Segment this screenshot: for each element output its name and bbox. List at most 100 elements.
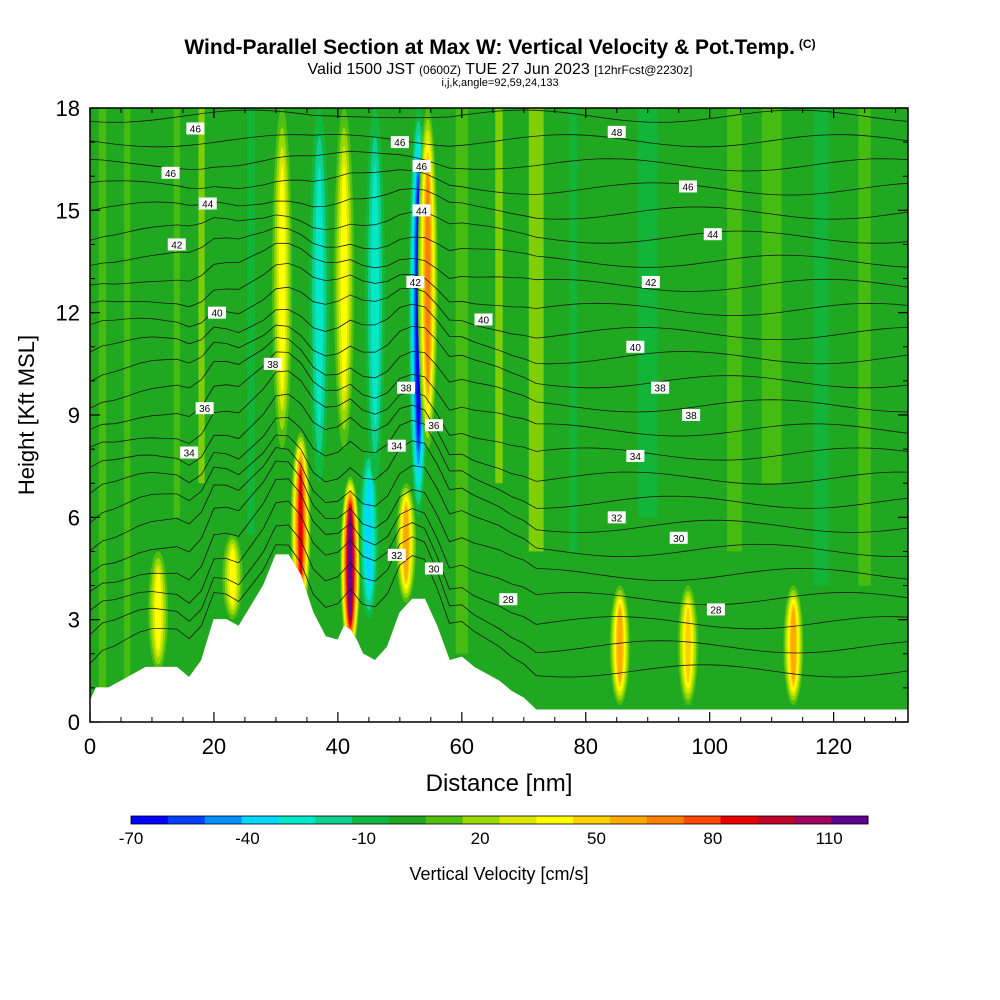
contour-label: 46 xyxy=(186,122,205,135)
contour-label: 42 xyxy=(641,275,660,289)
svg-text:44: 44 xyxy=(202,200,214,211)
contour-label: 28 xyxy=(706,603,725,616)
contour-label: 46 xyxy=(390,136,409,149)
contour-label: 40 xyxy=(474,313,493,326)
colorbar-swatch xyxy=(167,816,206,824)
contour-label: 38 xyxy=(651,381,670,395)
colorbar-label: Vertical Velocity [cm/s] xyxy=(409,864,588,884)
svg-text:48: 48 xyxy=(611,128,623,139)
svg-text:40: 40 xyxy=(630,343,642,354)
vv-band xyxy=(247,108,255,535)
vv-band xyxy=(455,108,469,654)
y-tick-label: 15 xyxy=(56,198,80,223)
colorbar-swatch xyxy=(757,816,795,824)
colorbar-swatch xyxy=(204,816,243,824)
colorbar-tick-label: 50 xyxy=(587,829,606,848)
page-title: Wind-Parallel Section at Max W: Vertical… xyxy=(0,36,1000,60)
svg-text:46: 46 xyxy=(190,124,202,135)
svg-text:36: 36 xyxy=(199,404,211,415)
colorbar-swatch xyxy=(241,816,279,824)
vv-core xyxy=(222,534,243,620)
vv-core xyxy=(272,108,293,450)
contour-label: 46 xyxy=(412,159,431,173)
contour-label: 44 xyxy=(703,228,722,241)
contour-label: 32 xyxy=(607,511,626,524)
y-tick-label: 0 xyxy=(68,710,80,735)
contour-label: 34 xyxy=(626,449,645,463)
svg-text:40: 40 xyxy=(478,315,490,326)
svg-text:30: 30 xyxy=(673,534,685,545)
svg-text:32: 32 xyxy=(611,513,623,524)
svg-text:30: 30 xyxy=(428,565,440,576)
colorbar-swatch xyxy=(352,816,390,824)
vv-core xyxy=(678,585,699,705)
contour-label: 40 xyxy=(208,306,227,320)
vv-band xyxy=(637,108,658,518)
grid-params: i,j,k,angle=92,59,24,133 xyxy=(441,77,559,89)
colorbar-swatch xyxy=(388,816,427,824)
colorbar-swatch xyxy=(610,816,648,824)
vv-core xyxy=(358,449,379,620)
svg-text:28: 28 xyxy=(503,595,515,606)
contour-label: 36 xyxy=(195,402,214,415)
x-tick-label: 120 xyxy=(815,734,852,759)
vv-band xyxy=(495,108,503,484)
contour-label: 30 xyxy=(669,531,688,545)
svg-text:32: 32 xyxy=(391,551,403,562)
vv-core xyxy=(783,585,804,705)
contour-label: 28 xyxy=(499,593,518,606)
contour-label: 38 xyxy=(263,357,282,371)
svg-text:46: 46 xyxy=(416,162,428,173)
svg-text:46: 46 xyxy=(682,182,694,193)
colorbar-swatch xyxy=(831,816,869,824)
contour-label: 42 xyxy=(167,238,186,251)
svg-text:38: 38 xyxy=(267,360,279,371)
valid-date: TUE 27 Jun 2023 xyxy=(465,61,590,78)
vv-core xyxy=(609,585,630,705)
contour-label: 44 xyxy=(198,197,217,211)
svg-text:46: 46 xyxy=(394,138,406,149)
svg-text:34: 34 xyxy=(391,442,403,453)
svg-text:46: 46 xyxy=(165,169,177,180)
x-axis-label: Distance [nm] xyxy=(426,770,573,797)
contour-label: 36 xyxy=(424,419,443,432)
y-tick-label: 12 xyxy=(56,301,80,326)
svg-text:42: 42 xyxy=(171,240,183,251)
valid-utc: (0600Z) xyxy=(419,63,462,77)
y-tick-label: 6 xyxy=(68,505,80,530)
valid-prefix: Valid 1500 JST xyxy=(307,61,415,78)
colorbar-swatch xyxy=(683,816,722,824)
colorbar-swatch xyxy=(278,816,316,824)
svg-text:44: 44 xyxy=(707,230,719,241)
contour-label: 48 xyxy=(607,125,626,139)
x-tick-label: 100 xyxy=(691,734,728,759)
contour-label: 30 xyxy=(424,562,443,576)
y-tick-label: 18 xyxy=(56,96,80,121)
vv-core xyxy=(365,108,386,484)
terrain-mask xyxy=(90,554,908,722)
vv-core xyxy=(417,108,438,450)
svg-text:38: 38 xyxy=(400,384,412,395)
vv-band xyxy=(124,108,131,705)
vv-band xyxy=(198,108,205,484)
colorbar-tick-label: -10 xyxy=(351,829,376,848)
x-tick-label: 40 xyxy=(326,734,350,759)
vv-band xyxy=(528,108,544,552)
contour-label: 46 xyxy=(679,180,698,193)
colorbar-swatch xyxy=(536,816,574,824)
y-tick-label: 3 xyxy=(68,608,80,633)
vv-band xyxy=(173,108,180,518)
vv-core xyxy=(396,483,417,603)
vv-band xyxy=(727,108,742,552)
vv-core xyxy=(334,108,355,450)
colorbar-tick-label: -40 xyxy=(235,829,260,848)
svg-text:42: 42 xyxy=(410,278,422,289)
vv-core xyxy=(148,551,169,671)
vv-band xyxy=(98,108,107,719)
contour-label: 38 xyxy=(397,381,416,395)
svg-text:34: 34 xyxy=(184,449,196,460)
x-tick-label: 20 xyxy=(202,734,226,759)
y-tick-label: 9 xyxy=(68,403,80,428)
